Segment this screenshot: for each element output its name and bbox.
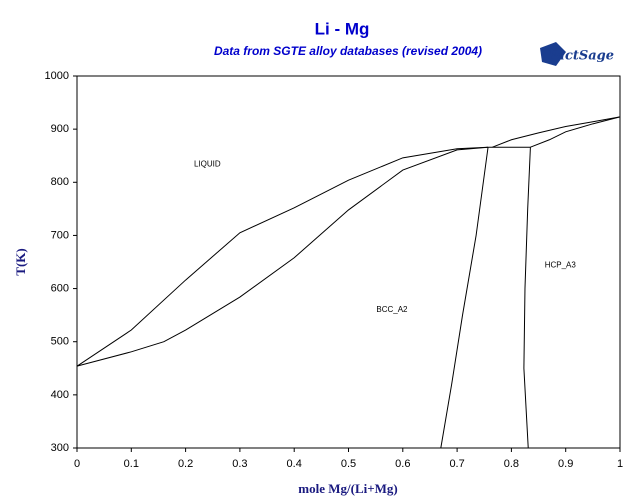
y-tick-label: 400 bbox=[51, 389, 69, 401]
x-tick-label: 0.3 bbox=[232, 458, 247, 470]
y-tick-label: 500 bbox=[51, 336, 69, 348]
chart-title: Li - Mg bbox=[315, 19, 370, 38]
logo: FactSage bbox=[540, 42, 614, 66]
y-tick-label: 1000 bbox=[45, 70, 69, 82]
phase-boundary bbox=[440, 147, 489, 449]
x-tick-label: 0.6 bbox=[395, 458, 410, 470]
logo-text: FactSage bbox=[547, 49, 614, 64]
x-tick-label: 0.2 bbox=[178, 458, 193, 470]
x-tick-label: 0.4 bbox=[287, 458, 302, 470]
region-label: BCC_A2 bbox=[376, 305, 408, 314]
region-label: HCP_A3 bbox=[545, 260, 577, 269]
phase-boundary bbox=[76, 146, 489, 367]
region-label: LIQUID bbox=[194, 159, 221, 168]
phase-boundary bbox=[523, 147, 531, 449]
phase-boundary bbox=[530, 116, 621, 148]
y-tick-label: 800 bbox=[51, 176, 69, 188]
x-tick-label: 0 bbox=[74, 458, 80, 470]
x-tick-label: 0.7 bbox=[449, 458, 464, 470]
y-tick-label: 700 bbox=[51, 229, 69, 241]
phase-boundary bbox=[492, 116, 621, 148]
y-axis-label: T(K) bbox=[13, 248, 28, 275]
plot-frame bbox=[76, 75, 621, 449]
y-tick-label: 900 bbox=[51, 123, 69, 135]
x-axis-label: mole Mg/(Li+Mg) bbox=[298, 481, 397, 496]
chart-subtitle: Data from SGTE alloy databases (revised … bbox=[214, 44, 482, 58]
x-tick-label: 0.8 bbox=[504, 458, 519, 470]
x-tick-label: 0.1 bbox=[124, 458, 139, 470]
x-tick-label: 1 bbox=[617, 458, 623, 470]
x-tick-label: 0.5 bbox=[341, 458, 356, 470]
y-tick-label: 600 bbox=[51, 282, 69, 294]
y-tick-label: 300 bbox=[51, 442, 69, 454]
x-tick-label: 0.9 bbox=[558, 458, 573, 470]
logo-icon bbox=[540, 42, 566, 66]
phase-boundary bbox=[76, 146, 489, 367]
